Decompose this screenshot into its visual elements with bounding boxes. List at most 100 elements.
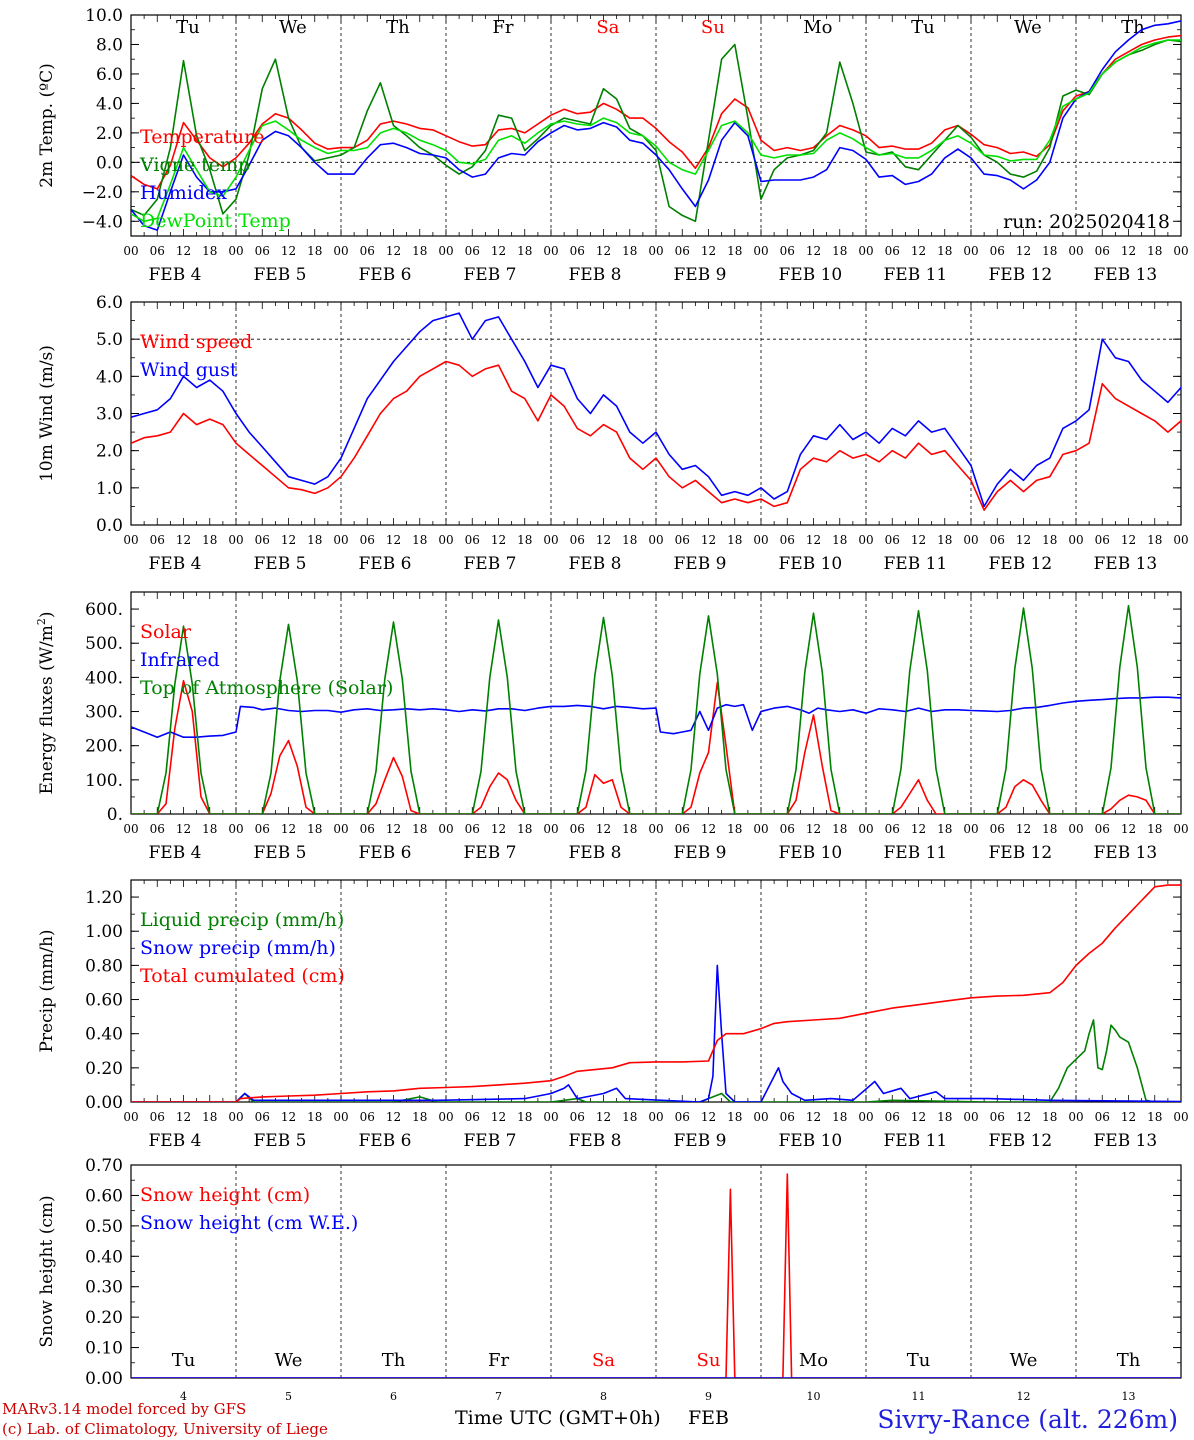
day-name-label: Su — [697, 1350, 721, 1371]
hour-label: 06 — [1095, 533, 1110, 547]
hour-label: 00 — [543, 1110, 558, 1124]
series-line-wind-gust — [131, 312, 1181, 508]
hour-label: 00 — [648, 533, 663, 547]
y-tick-label: 0.50 — [85, 1217, 123, 1237]
date-label: FEB 9 — [674, 843, 727, 863]
hour-label: 00 — [123, 533, 138, 547]
hour-label: 12 — [701, 244, 716, 258]
day-name-label: We — [275, 1350, 303, 1371]
hour-label: 06 — [570, 244, 585, 258]
y-tick-label: 0.80 — [85, 956, 123, 976]
date-label: FEB 4 — [149, 843, 202, 863]
series-line-wind-speed — [131, 360, 1181, 511]
y-tick-label: 0.10 — [85, 1339, 123, 1359]
date-label: FEB 6 — [359, 554, 412, 574]
hour-label: 18 — [307, 1110, 322, 1124]
hour-label: 12 — [491, 1110, 506, 1124]
legend-entry: Vigne temp — [139, 154, 250, 176]
hour-label: 18 — [937, 533, 952, 547]
hour-label: 06 — [675, 822, 690, 836]
date-label: FEB 10 — [779, 843, 843, 863]
hour-label: 06 — [990, 1110, 1005, 1124]
hour-label: 18 — [622, 244, 637, 258]
hour-label: 18 — [937, 1110, 952, 1124]
hour-label: 00 — [753, 1110, 768, 1124]
hour-label: 18 — [307, 533, 322, 547]
y-tick-label: 0.00 — [85, 1093, 123, 1113]
legend-entry: Infrared — [140, 649, 220, 671]
day-name-label: Su — [701, 17, 725, 38]
y-tick-label: 0.40 — [85, 1247, 123, 1267]
hour-label: 18 — [517, 822, 532, 836]
hour-label: 00 — [228, 822, 243, 836]
hour-label: 06 — [255, 244, 270, 258]
hour-label: 18 — [412, 822, 427, 836]
station-title: Sivry-Rance (alt. 226m) — [877, 1405, 1178, 1434]
date-label: FEB 9 — [674, 1131, 727, 1151]
hour-label: 12 — [911, 244, 926, 258]
hour-label: 12 — [806, 244, 821, 258]
legend-entry: DewPoint Temp — [140, 210, 291, 232]
series-line-dewpoint-temp — [131, 39, 1181, 223]
y-tick-label: 400. — [85, 668, 123, 688]
y-axis-label: Snow height (cm) — [37, 1195, 57, 1347]
series-line-solar — [131, 679, 1181, 814]
date-label: FEB 7 — [464, 265, 517, 285]
series-line-top-of-atmosphere-solar- — [131, 604, 1181, 814]
day-number-label: 11 — [912, 1390, 926, 1403]
y-axis-label: 2m Temp. (ºC) — [37, 63, 57, 188]
day-number-label: 8 — [600, 1390, 607, 1403]
hour-label: 12 — [281, 244, 296, 258]
hour-label: 12 — [1121, 533, 1136, 547]
series-group — [131, 604, 1181, 814]
date-label: FEB 10 — [779, 554, 843, 574]
legend-entry: Total cumulated (cm) — [140, 965, 345, 987]
day-name-label: Mo — [803, 17, 832, 38]
hour-label: 12 — [1016, 244, 1031, 258]
date-label: FEB 8 — [569, 265, 622, 285]
hour-label: 06 — [675, 1110, 690, 1124]
legend-entry: Snow height (cm W.E.) — [140, 1212, 358, 1234]
hour-label: 06 — [885, 1110, 900, 1124]
hour-label: 18 — [517, 244, 532, 258]
hour-label: 06 — [780, 822, 795, 836]
day-name-label: Tu — [176, 17, 200, 38]
hour-label: 12 — [386, 822, 401, 836]
hour-label: 00 — [648, 244, 663, 258]
series-group — [131, 20, 1181, 231]
hour-label: 06 — [360, 244, 375, 258]
time-axis-title: Time UTC (GMT+0h) — [455, 1407, 661, 1429]
hour-label: 06 — [990, 244, 1005, 258]
date-label: FEB 6 — [359, 843, 412, 863]
date-label: FEB 7 — [464, 843, 517, 863]
hour-label: 12 — [596, 244, 611, 258]
legend-entry: Temperature — [140, 126, 264, 148]
hour-label: 18 — [1042, 533, 1057, 547]
series-group — [131, 884, 1181, 1102]
hour-label: 18 — [412, 533, 427, 547]
hour-label: 12 — [176, 822, 191, 836]
series-line-snow-height-cm- — [131, 1173, 1181, 1378]
hour-label: 18 — [412, 1110, 427, 1124]
date-label: FEB 11 — [884, 554, 948, 574]
date-label: FEB 13 — [1094, 265, 1158, 285]
y-axis-label: Precip (mm/h) — [37, 929, 57, 1052]
hour-label: 12 — [701, 822, 716, 836]
hour-label: 18 — [1042, 1110, 1057, 1124]
hour-label: 06 — [570, 533, 585, 547]
hour-label: 18 — [202, 1110, 217, 1124]
day-name-label: Th — [386, 17, 410, 38]
series-line-liquid-precip-mm-h- — [131, 1019, 1181, 1102]
hour-label: 12 — [806, 822, 821, 836]
date-label: FEB 9 — [674, 265, 727, 285]
hour-label: 00 — [438, 822, 453, 836]
date-label: FEB 10 — [779, 265, 843, 285]
date-label: FEB 11 — [884, 843, 948, 863]
legend-entry: Liquid precip (mm/h) — [140, 909, 344, 931]
date-label: FEB 5 — [254, 265, 307, 285]
hour-label: 18 — [517, 533, 532, 547]
hour-label: 18 — [1147, 533, 1162, 547]
legend-entry: Wind gust — [140, 359, 238, 381]
